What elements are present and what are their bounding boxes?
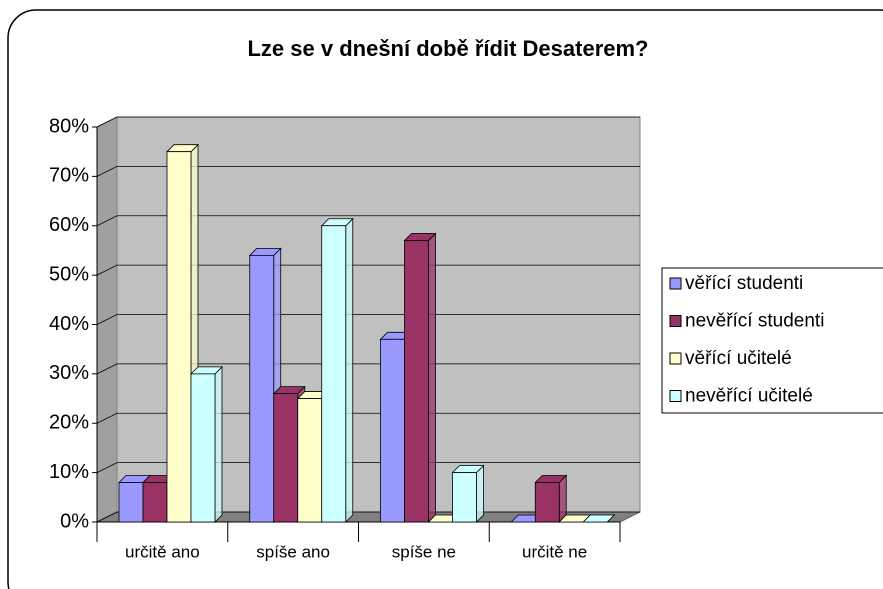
- bar-side: [428, 232, 436, 523]
- bar: [142, 482, 168, 523]
- legend-label: věřící učitelé: [685, 348, 792, 369]
- bar: [249, 254, 275, 523]
- y-tick-label: 40%: [49, 313, 89, 335]
- x-tick-label: určitě ne: [522, 542, 587, 561]
- bar: [273, 393, 299, 523]
- bar: [190, 373, 216, 523]
- legend-label: nevěřící učitelé: [685, 386, 813, 407]
- bar: [166, 151, 192, 523]
- bar: [380, 338, 405, 523]
- bar-side: [476, 464, 484, 523]
- y-tick-label: 70%: [49, 165, 89, 187]
- legend-marker: [669, 277, 682, 290]
- y-tick-label: 60%: [49, 214, 89, 236]
- y-tick-label: 0%: [60, 510, 89, 532]
- legend-label: věřící studenti: [685, 273, 803, 294]
- y-tick-label: 50%: [49, 263, 89, 285]
- grid-line: [96, 412, 640, 424]
- bar-side: [345, 217, 354, 523]
- y-tick-label: 80%: [49, 115, 89, 137]
- legend-marker: [669, 390, 682, 402]
- bar-side: [558, 474, 567, 523]
- grid-line: [96, 116, 640, 128]
- legend-box: [661, 267, 883, 414]
- legend-marker: [669, 352, 682, 365]
- y-tick-label: 30%: [49, 362, 89, 384]
- grid-line: [96, 314, 640, 325]
- grid-line: [96, 215, 640, 227]
- grid-line: [96, 264, 640, 276]
- bar: [452, 472, 477, 523]
- y-tick-label: 10%: [49, 461, 89, 483]
- bar: [404, 240, 429, 523]
- x-tick-label: spíše ano: [256, 542, 330, 561]
- x-tick-label: spíše ne: [392, 542, 456, 561]
- bar-top: [582, 514, 616, 523]
- legend-label: nevěřící studenti: [685, 311, 824, 332]
- bar: [534, 482, 560, 523]
- bar-side: [214, 365, 223, 523]
- bar: [297, 398, 323, 523]
- chart-title: Lze se v dnešní době řídit Desaterem?: [247, 36, 648, 61]
- x-tick-label: určitě ano: [125, 542, 200, 561]
- grid-line: [96, 363, 640, 375]
- grid-line: [96, 462, 640, 473]
- bar: [118, 482, 144, 523]
- grid-line: [96, 165, 640, 177]
- bar: [321, 225, 347, 523]
- y-tick-label: 20%: [49, 412, 89, 434]
- legend-marker: [669, 315, 682, 327]
